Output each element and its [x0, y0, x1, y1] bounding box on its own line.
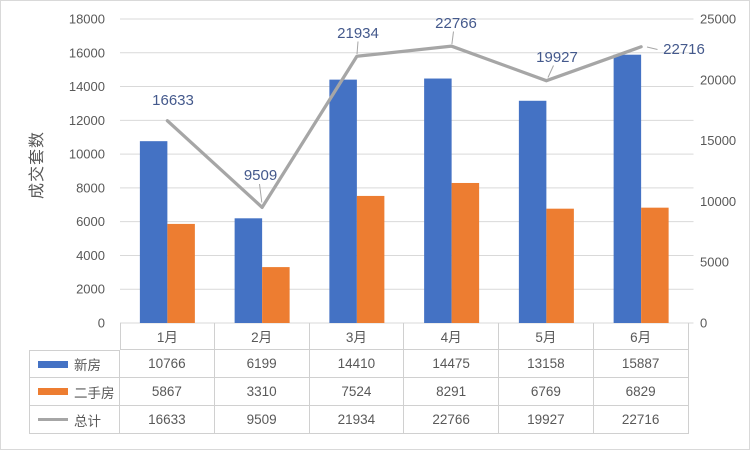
td-total-m4: 22766 — [404, 406, 499, 434]
bar-new-homes-m5 — [518, 100, 547, 323]
legend-label-resale-homes: 二手房 — [74, 385, 115, 401]
bar-resale-homes-m1 — [167, 223, 195, 323]
data-labels-group: 16633 9509 21934 22766 19927 22716 — [152, 15, 705, 203]
legend-label-total: 总计 — [74, 413, 101, 429]
left-axis-tick-2000: 2000 — [76, 282, 105, 297]
left-axis-tick-8000: 8000 — [76, 180, 105, 195]
left-axis-tick-16000: 16000 — [69, 45, 105, 60]
td-new-homes-m2: 6199 — [214, 350, 310, 378]
left-axis-tick-0: 0 — [98, 316, 105, 331]
data-label-leader-m5 — [547, 65, 554, 78]
right-axis-tick-10000: 10000 — [700, 194, 736, 209]
line-total — [165, 44, 643, 209]
td-new-homes-m6: 15887 — [593, 350, 689, 378]
td-total-m5: 19927 — [499, 406, 594, 434]
th-month-5: 5月 — [499, 323, 594, 350]
bar-new-homes-m3 — [329, 79, 357, 324]
td-total-m6: 22716 — [593, 406, 689, 434]
legend-key-new-homes-swatch — [38, 360, 68, 368]
legend-key-resale-homes-swatch — [38, 388, 68, 395]
td-resale-homes-m5: 6769 — [499, 378, 594, 406]
th-month-2: 2月 — [214, 323, 310, 350]
left-axis-tick-12000: 12000 — [69, 113, 105, 128]
th-month-4: 4月 — [404, 323, 499, 350]
bar-resale-homes-m6 — [641, 207, 669, 323]
data-label-total-m3: 21934 — [337, 25, 379, 42]
bar-resale-homes-m2 — [262, 267, 290, 323]
td-total-m2: 9509 — [214, 406, 310, 434]
td-resale-homes-m6: 6829 — [593, 378, 689, 406]
right-axis-tick-0: 0 — [700, 316, 707, 331]
th-month-1: 1月 — [120, 323, 215, 350]
td-resale-homes-m4: 8291 — [404, 378, 499, 406]
td-new-homes-m3: 14410 — [309, 350, 405, 378]
left-axis-tick-14000: 14000 — [69, 79, 105, 94]
line-series-group — [165, 44, 643, 209]
left-axis-tick-10000: 10000 — [69, 147, 105, 162]
data-label-leader-m6 — [646, 46, 658, 50]
left-axis-tick-6000: 6000 — [76, 214, 105, 229]
left-axis-tick-18000: 18000 — [69, 12, 105, 27]
legend-resale-homes: 二手房 — [29, 378, 120, 406]
right-axis-tick-25000: 25000 — [700, 12, 736, 27]
gridlines-group — [120, 18, 694, 324]
bar-new-homes-m2 — [234, 218, 263, 323]
bar-series-group — [139, 54, 669, 324]
axis-ticks-group: 0 2000 4000 6000 8000 10000 12000 14000 16000 180… — [69, 12, 736, 331]
td-new-homes-m1: 10766 — [120, 350, 215, 378]
td-new-homes-m5: 13158 — [499, 350, 594, 378]
td-new-homes-m4: 14475 — [404, 350, 499, 378]
right-axis-tick-15000: 15000 — [700, 133, 736, 148]
td-resale-homes-m1: 5867 — [120, 378, 215, 406]
td-resale-homes-m2: 3310 — [214, 378, 310, 406]
legend-new-homes: 新房 — [29, 350, 120, 378]
th-month-6: 6月 — [593, 323, 689, 350]
th-month-3: 3月 — [309, 323, 405, 350]
data-label-leader-m2 — [259, 183, 263, 203]
right-axis-tick-20000: 20000 — [700, 72, 736, 87]
data-label-total-m4: 22766 — [435, 15, 477, 32]
y-axis-title: 成交套数 — [28, 131, 46, 199]
right-axis-tick-5000: 5000 — [700, 255, 729, 270]
bar-resale-homes-m3 — [356, 195, 385, 323]
data-label-total-m6: 22716 — [663, 41, 705, 58]
bar-resale-homes-m5 — [546, 208, 574, 323]
data-label-total-m2: 9509 — [244, 167, 277, 184]
data-label-total-m5: 19927 — [536, 49, 578, 66]
bar-new-homes-m4 — [424, 78, 452, 324]
legend-label-new-homes: 新房 — [74, 358, 101, 373]
td-resale-homes-m3: 7524 — [309, 378, 405, 406]
bar-new-homes-m6 — [613, 54, 642, 324]
td-total-m1: 16633 — [120, 406, 215, 434]
bar-new-homes-m1 — [139, 141, 168, 323]
td-total-m3: 21934 — [309, 406, 405, 434]
left-axis-tick-4000: 4000 — [76, 248, 105, 263]
data-label-total-m1: 16633 — [152, 92, 194, 109]
data-label-leader-m4 — [451, 31, 454, 45]
data-label-leader-m3 — [356, 41, 359, 55]
legend-total: 总计 — [29, 406, 120, 434]
bar-resale-homes-m4 — [451, 182, 480, 323]
legend-key-total-line — [38, 418, 68, 421]
